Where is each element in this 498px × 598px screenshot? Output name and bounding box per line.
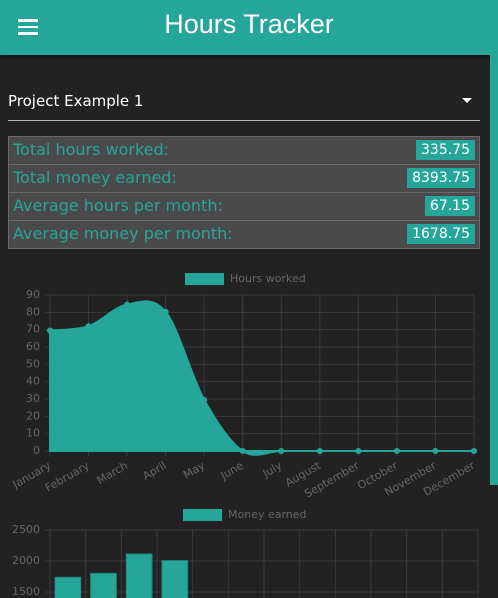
bar xyxy=(161,560,189,598)
y-tick-label: 90 xyxy=(26,288,40,301)
point xyxy=(124,301,131,308)
bar xyxy=(125,553,153,598)
y-tick-label: 1500 xyxy=(12,585,40,598)
stat-row: Total hours worked: 335.75 xyxy=(8,136,480,165)
project-select[interactable]: Project Example 1 xyxy=(8,88,480,121)
y-tick-label: 40 xyxy=(26,375,40,388)
y-tick-label: 10 xyxy=(26,427,40,440)
stat-value: 67.15 xyxy=(424,196,475,216)
point xyxy=(316,448,323,454)
caret xyxy=(462,98,472,103)
x-tick-label: May xyxy=(181,459,208,482)
scrollbar[interactable] xyxy=(490,55,498,485)
stat-row: Average money per month: 1678.75 xyxy=(8,221,480,249)
y-tick-label: 60 xyxy=(26,340,40,353)
point xyxy=(239,448,246,454)
point xyxy=(393,448,400,454)
x-tick-label: July xyxy=(260,459,285,481)
y-tick-label: 2500 xyxy=(12,523,40,536)
app-bar: Hours Tracker xyxy=(0,0,498,55)
y-tick-label: 50 xyxy=(26,357,40,370)
stat-label: Total money earned: xyxy=(13,168,177,187)
stat-row: Total money earned: 8393.75 xyxy=(8,165,480,193)
point xyxy=(201,396,208,403)
y-tick-label: 30 xyxy=(26,392,40,405)
x-tick-label: March xyxy=(95,459,131,487)
point xyxy=(432,448,439,454)
x-tick-label: June xyxy=(218,459,246,483)
y-tick-label: 70 xyxy=(26,323,40,336)
x-tick-label: April xyxy=(140,459,168,483)
stats-table: Total hours worked: 335.75 Total money ear… xyxy=(8,136,480,249)
point xyxy=(47,327,53,334)
bar xyxy=(54,576,82,598)
stat-label: Total hours worked: xyxy=(13,140,170,159)
menu-button[interactable] xyxy=(18,19,38,39)
y-tick-label: 20 xyxy=(26,409,40,422)
stat-value: 1678.75 xyxy=(407,224,475,244)
legend-swatch xyxy=(183,509,222,521)
x-tick-label: February xyxy=(43,459,92,495)
point xyxy=(162,308,169,315)
select-value: Project Example 1 xyxy=(8,92,144,110)
stat-value: 335.75 xyxy=(416,140,475,160)
bar xyxy=(90,572,117,598)
legend-label: Money earned xyxy=(228,508,307,521)
point xyxy=(278,448,285,454)
point xyxy=(355,448,362,454)
stat-label: Average hours per month: xyxy=(13,196,223,215)
app-title: Hours Tracker xyxy=(164,9,334,39)
area xyxy=(49,300,474,456)
point xyxy=(85,323,92,330)
y-tick-label: 80 xyxy=(26,305,40,318)
y-tick-label: 0 xyxy=(33,444,40,457)
legend-swatch xyxy=(185,273,224,285)
legend-label: Hours worked xyxy=(230,272,306,285)
y-tick-label: 2000 xyxy=(12,554,40,567)
stat-value: 8393.75 xyxy=(407,168,475,188)
point xyxy=(471,448,477,454)
stat-row: Average hours per month: 67.15 xyxy=(8,193,480,221)
stat-label: Average money per month: xyxy=(13,224,233,243)
